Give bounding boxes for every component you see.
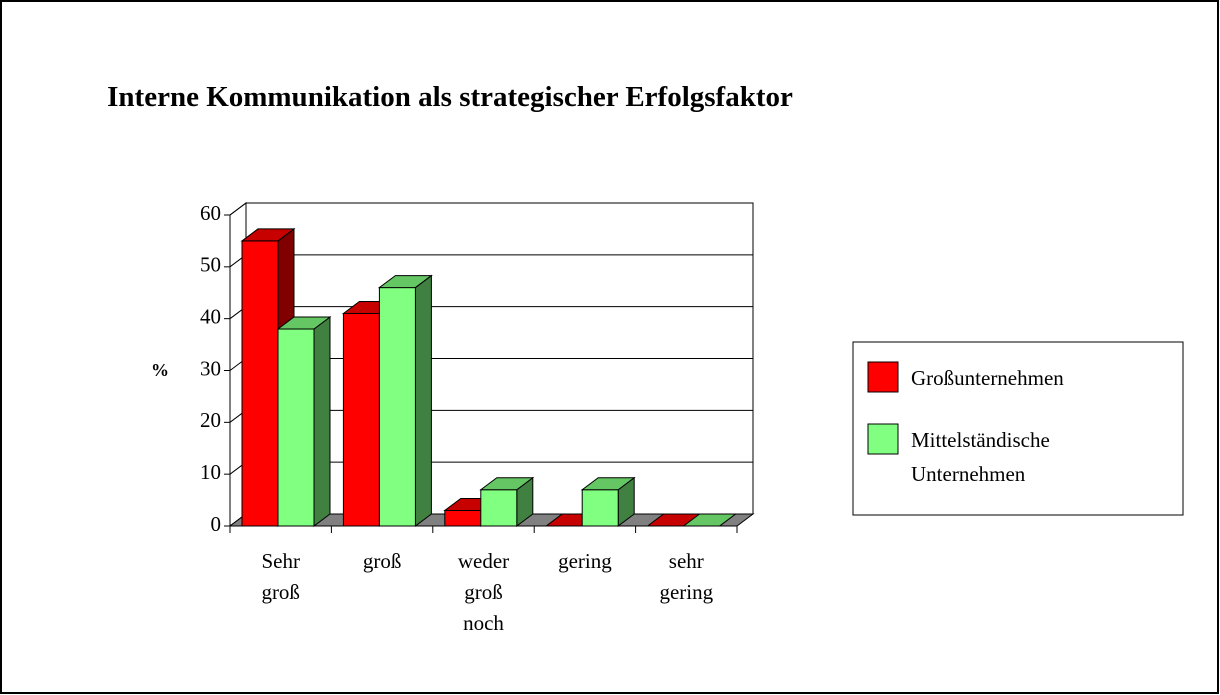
y-tick-label: 30	[200, 356, 221, 380]
bar-top	[240, 228, 296, 242]
y-tick-label: 40	[200, 304, 221, 328]
bar	[480, 489, 518, 527]
y-tick-label: 20	[200, 408, 221, 432]
chart-title: Interne Kommunikation als strategischer …	[107, 81, 793, 113]
x-tick-label: Sehr groß	[261, 549, 300, 604]
bar	[241, 240, 279, 527]
bar-top	[479, 477, 535, 491]
bar	[277, 328, 315, 527]
x-tick-label: groß	[362, 549, 402, 573]
legend-label: Mittelständische Unternehmen	[911, 428, 1050, 486]
y-tick-label: 0	[211, 512, 222, 536]
legend-swatch	[867, 423, 899, 455]
y-tick-label: 60	[200, 201, 221, 225]
x-tick-label: gering	[558, 549, 612, 573]
bar	[581, 489, 619, 527]
bar-side	[414, 274, 432, 527]
y-tick-label: 10	[200, 460, 221, 484]
bar-top	[377, 275, 433, 289]
legend-swatch	[867, 361, 899, 393]
bar-top	[580, 477, 636, 491]
bar	[342, 312, 380, 527]
bar-side	[313, 316, 331, 527]
bar	[444, 509, 482, 527]
x-tick-label: weder groß noch	[457, 549, 510, 635]
legend-box	[852, 341, 1184, 516]
grid-line	[229, 202, 247, 216]
legend-label: Großunternehmen	[911, 366, 1064, 390]
bar-top	[276, 316, 332, 330]
x-tick-label: sehr gering	[659, 549, 714, 604]
bar	[378, 287, 416, 527]
y-tick-label: 50	[200, 253, 221, 277]
y-axis-label: %	[151, 360, 169, 380]
